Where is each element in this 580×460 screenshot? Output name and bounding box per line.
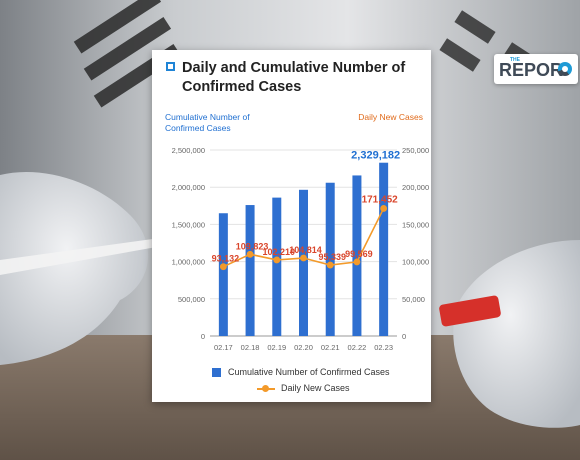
- line-point: [219, 263, 227, 271]
- bar-value-label: 2,329,182: [351, 150, 400, 162]
- line-value-label: 104,814: [289, 245, 322, 255]
- left-tick-label: 1,000,000: [172, 258, 205, 267]
- legend-item-daily: Daily New Cases: [212, 380, 422, 396]
- chart-title: Daily and Cumulative Number of Confirmed…: [182, 60, 406, 95]
- legend-label-cumulative: Cumulative Number of Confirmed Cases: [228, 367, 390, 377]
- bar: [325, 182, 335, 336]
- line-value-label: 102,210: [263, 247, 296, 257]
- legend-item-cumulative: Cumulative Number of Confirmed Cases: [212, 364, 422, 380]
- left-axis-title: Cumulative Number of Confirmed Cases: [165, 112, 250, 133]
- bar: [272, 197, 282, 336]
- legend-label-daily: Daily New Cases: [281, 383, 350, 393]
- line-value-label: 109,823: [236, 241, 269, 251]
- bar: [245, 205, 255, 336]
- logo-text: REPOR: [499, 60, 564, 80]
- legend-line-swatch-icon: [257, 384, 275, 393]
- line-point: [326, 261, 334, 269]
- line-value-label: 93,132: [212, 254, 240, 264]
- line-value-label: 99,569: [345, 249, 373, 259]
- line-value-label: 95,339: [318, 252, 346, 262]
- legend-bar-swatch-icon: [212, 367, 221, 377]
- title-square-icon: [166, 62, 175, 71]
- line-point: [246, 250, 254, 258]
- line-point: [300, 254, 307, 262]
- left-tick-label: 0: [201, 332, 205, 341]
- bar: [379, 162, 389, 336]
- x-tick-label: 02.17: [214, 343, 233, 352]
- left-tick-label: 1,500,000: [172, 220, 205, 229]
- line-value-label: 171,452: [362, 194, 399, 205]
- bar: [218, 213, 228, 336]
- x-tick-label: 02.20: [294, 343, 313, 352]
- bar: [352, 175, 362, 336]
- line-point: [273, 256, 281, 264]
- x-tick-label: 02.18: [241, 343, 260, 352]
- logo-small-text: THE: [510, 57, 520, 63]
- left-tick-label: 2,500,000: [172, 146, 205, 155]
- line-point: [353, 258, 361, 266]
- bar: [299, 189, 308, 336]
- chart-card: Daily and Cumulative Number of Confirmed…: [152, 50, 431, 402]
- chart-legend: Cumulative Number of Confirmed Cases Dai…: [212, 364, 422, 396]
- x-tick-label: 02.19: [267, 343, 286, 352]
- right-tick-label: 0: [402, 332, 406, 341]
- combo-chart: 0 500,000 1,000,000 1,500,000 2,000,000 2,500…: [172, 146, 430, 352]
- x-tick-label: 02.22: [348, 343, 367, 352]
- right-tick-label: 50,000: [402, 295, 425, 304]
- x-tick-label: 02.21: [321, 343, 340, 352]
- the-reporter-logo: THE REPOR: [494, 54, 578, 84]
- right-tick-label: 100,000: [402, 258, 429, 267]
- left-tick-label: 2,000,000: [172, 183, 205, 192]
- right-tick-label: 250,000: [402, 146, 429, 155]
- logo-ring-icon: [558, 62, 572, 76]
- right-axis-title: Daily New Cases: [358, 112, 423, 122]
- right-tick-label: 150,000: [402, 220, 429, 229]
- test-tube-cap: [439, 295, 501, 327]
- left-tick-label: 500,000: [178, 295, 205, 304]
- right-tick-label: 200,000: [402, 183, 429, 192]
- right-glove: [453, 240, 580, 428]
- left-glove: [0, 171, 149, 365]
- x-tick-label: 02.23: [374, 343, 393, 352]
- line-point: [380, 205, 388, 212]
